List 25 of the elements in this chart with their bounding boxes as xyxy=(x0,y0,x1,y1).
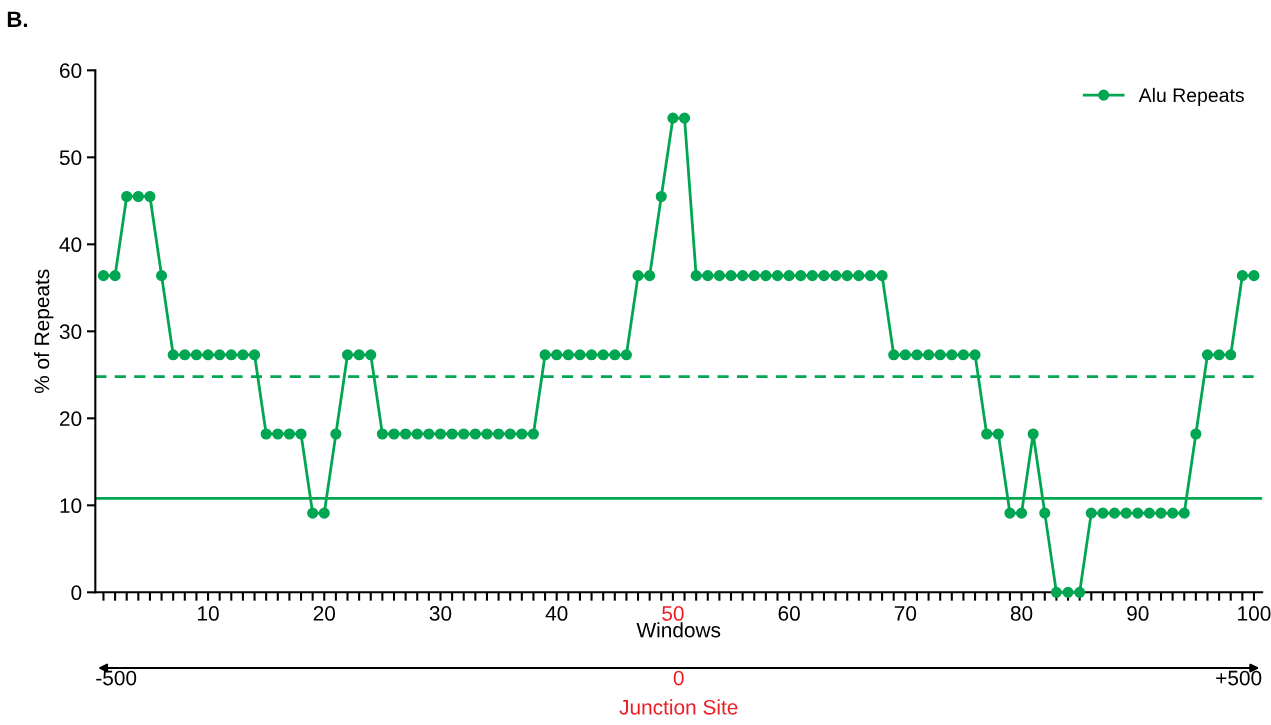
x-axis-title: Windows xyxy=(636,622,721,638)
y-tick-label: 10 xyxy=(60,498,82,514)
x-tick-label: 70 xyxy=(894,606,917,621)
x-tick-label: 100 xyxy=(1238,606,1271,621)
y-tick-label: 50 xyxy=(59,150,82,166)
x-tick-label: 80 xyxy=(1010,606,1033,621)
x-tick-label: 60 xyxy=(778,606,800,621)
x-tick-label: 90 xyxy=(1127,606,1149,621)
chart-title: B. xyxy=(7,11,28,27)
legend-label: Alu Repeats xyxy=(1138,87,1244,106)
x-tick-label: 30 xyxy=(429,606,452,621)
y-axis-title: % of Repeats xyxy=(34,269,54,394)
y-tick-label: 30 xyxy=(59,324,82,340)
y-tick-label: 0 xyxy=(71,585,82,601)
x-tick-label: 20 xyxy=(313,606,336,621)
y-tick-label: 40 xyxy=(59,237,82,253)
x2-tick-label: +500 xyxy=(1216,670,1262,686)
x-tick-label: 50 xyxy=(662,606,684,621)
x-tick-label: 10 xyxy=(198,606,219,621)
x2-tick-label: 0 xyxy=(673,670,684,686)
text: Junction Site xyxy=(619,699,738,715)
x2-tick-label: -500 xyxy=(96,670,137,686)
y-tick-label: 20 xyxy=(60,411,82,427)
y-tick-label: 60 xyxy=(60,63,82,79)
x-tick-label: 40 xyxy=(545,606,568,621)
